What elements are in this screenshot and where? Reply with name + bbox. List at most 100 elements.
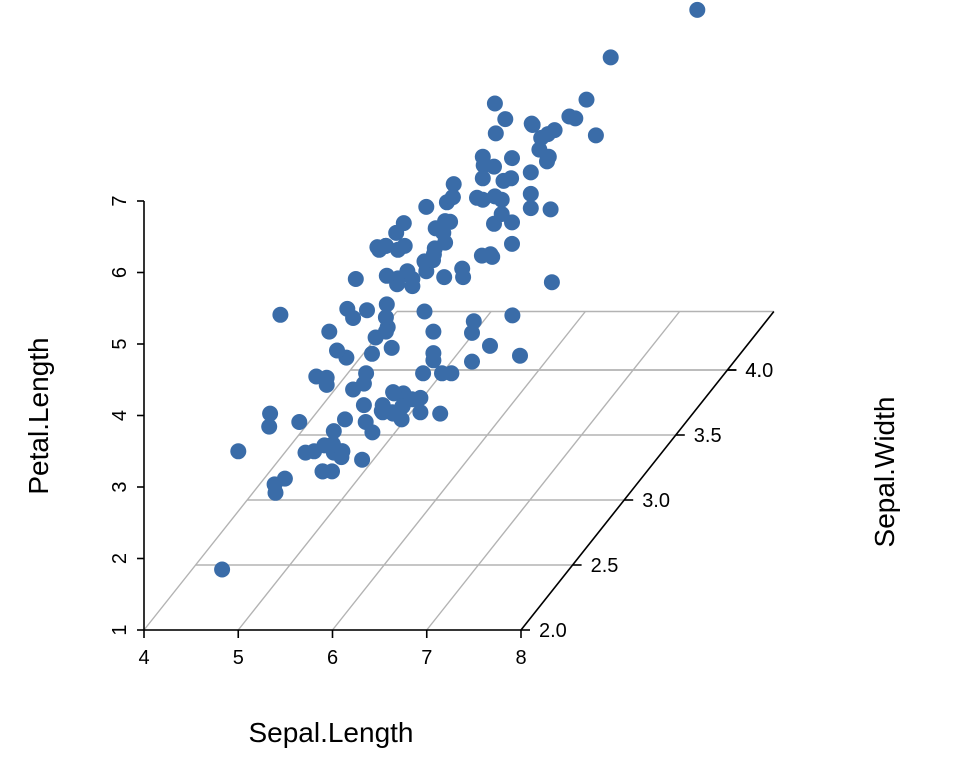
data-point xyxy=(333,449,350,466)
data-point xyxy=(354,451,371,468)
data-point xyxy=(404,271,421,287)
y-tick-label: 3.5 xyxy=(694,425,722,447)
data-point xyxy=(345,381,362,398)
data-point xyxy=(543,274,560,291)
x-tick-label: 7 xyxy=(421,647,432,669)
data-point xyxy=(262,405,279,422)
data-point xyxy=(230,443,247,460)
data-point xyxy=(345,310,362,326)
y-tick-label: 2.5 xyxy=(591,555,619,577)
data-points xyxy=(214,1,706,578)
data-point xyxy=(486,95,503,112)
data-point xyxy=(504,235,520,252)
data-point xyxy=(542,201,559,218)
x-tick-label: 6 xyxy=(327,647,338,669)
y-axis-title: Sepal.Width xyxy=(869,397,900,548)
data-point xyxy=(359,302,375,319)
data-point xyxy=(355,397,372,414)
data-point xyxy=(474,170,491,187)
data-point xyxy=(377,309,394,326)
data-point xyxy=(504,307,521,324)
data-point xyxy=(497,111,514,128)
data-point xyxy=(464,353,480,370)
data-point xyxy=(464,324,480,341)
z-axis-title: Petal.Length xyxy=(23,337,54,494)
data-point xyxy=(546,122,563,139)
data-point xyxy=(493,191,510,208)
data-point xyxy=(512,347,528,364)
x-axis-title: Sepal.Length xyxy=(248,717,413,748)
grid-line-x-7 xyxy=(426,311,681,631)
data-point xyxy=(347,271,364,287)
data-point xyxy=(487,125,504,142)
data-point xyxy=(415,365,432,382)
x-tick-label: 8 xyxy=(515,647,526,669)
data-point xyxy=(314,463,331,480)
data-point xyxy=(425,252,441,269)
data-point xyxy=(364,424,381,441)
data-point xyxy=(539,153,555,170)
z-tick-label: 3 xyxy=(109,481,131,492)
data-point xyxy=(329,342,345,359)
data-point xyxy=(434,365,450,382)
data-point xyxy=(385,384,402,401)
tick-labels: 4 5 6 7 8 2.0 2.5 3.0 3.5 4.04. 1 2 3 4 5 6 7 xyxy=(109,195,773,669)
data-point xyxy=(214,561,231,578)
data-point xyxy=(395,215,412,232)
data-point xyxy=(493,206,510,222)
data-point xyxy=(412,404,429,421)
data-point xyxy=(272,306,289,323)
data-point xyxy=(367,329,384,346)
data-point xyxy=(261,418,278,435)
grid-line-x-6 xyxy=(331,311,586,631)
data-point xyxy=(602,49,619,66)
data-point xyxy=(396,237,413,254)
data-point xyxy=(445,176,462,193)
data-point xyxy=(689,1,706,18)
data-point xyxy=(412,389,429,406)
data-point xyxy=(373,402,390,419)
z-tick-label: 1 xyxy=(109,624,131,635)
grid-line-x-5 xyxy=(237,311,492,631)
data-point xyxy=(482,246,499,263)
data-point xyxy=(444,189,461,206)
data-point xyxy=(266,476,283,493)
data-point xyxy=(578,91,595,108)
y-tick-label: 2.0 xyxy=(539,620,567,642)
data-point xyxy=(425,345,442,362)
data-point xyxy=(378,267,395,284)
data-point xyxy=(523,115,540,132)
data-point xyxy=(474,191,491,208)
data-point xyxy=(416,303,433,320)
data-point xyxy=(436,269,453,286)
data-point xyxy=(442,213,459,230)
y-tick-label: 4. xyxy=(745,360,762,382)
data-point xyxy=(504,150,520,167)
data-point xyxy=(567,110,584,127)
data-point xyxy=(425,323,442,340)
z-tick-label: 2 xyxy=(109,553,131,564)
x-tick-label: 5 xyxy=(233,647,244,669)
data-point xyxy=(474,148,491,165)
grid-line-left-edge xyxy=(143,311,398,631)
data-point xyxy=(522,164,539,181)
data-point xyxy=(383,339,400,356)
data-point xyxy=(291,414,308,430)
z-tick-label: 5 xyxy=(109,338,131,349)
data-point xyxy=(454,260,471,277)
floor-grid xyxy=(143,310,775,631)
data-point xyxy=(325,423,342,440)
data-point xyxy=(503,170,520,187)
y-axis-line xyxy=(520,311,775,631)
data-point xyxy=(321,323,338,340)
z-tick-label: 7 xyxy=(109,195,131,206)
z-tick-label: 6 xyxy=(109,267,131,278)
data-point xyxy=(364,345,380,362)
x-tick-label: 4 xyxy=(138,647,149,669)
data-point xyxy=(378,296,395,313)
data-point xyxy=(308,368,325,385)
data-point xyxy=(587,127,604,144)
y-tick-label: 3.0 xyxy=(642,490,670,512)
y-tick-label: 4.0 xyxy=(745,360,773,382)
